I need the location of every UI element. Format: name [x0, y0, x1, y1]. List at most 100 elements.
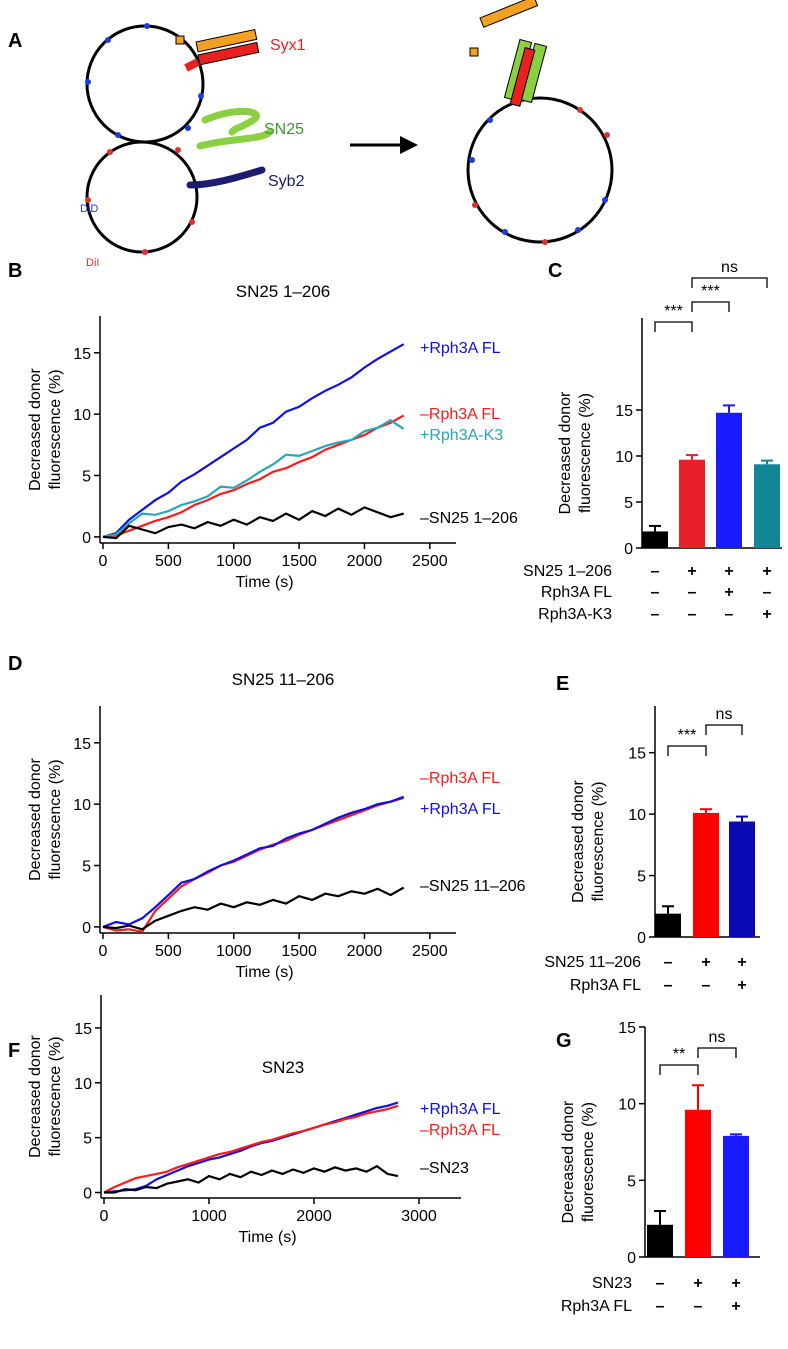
series-label: +Rph3A FL [420, 340, 501, 357]
panel-label: D [8, 653, 22, 675]
bar [647, 1224, 673, 1257]
condition-mark: + [724, 584, 733, 601]
y-tick-label: 5 [637, 869, 646, 886]
bar [679, 459, 705, 548]
bar [655, 913, 681, 937]
condition-mark: + [762, 563, 771, 580]
series-line [102, 419, 405, 538]
bar [716, 412, 742, 548]
x-tick-label: 1000 [216, 943, 252, 960]
significance-bracket [705, 724, 743, 735]
x-tick-label: 2000 [347, 553, 383, 570]
x-tick-label: 2000 [347, 943, 383, 960]
diagram: A Syx1 SN25 Syb2 DiD DiI [8, 0, 614, 269]
condition-mark: – [651, 584, 660, 601]
series-line [102, 795, 405, 928]
significance-label: ns [709, 1029, 726, 1046]
panel-label: B [8, 260, 22, 282]
y-axis-label: Decreased donor [570, 779, 587, 902]
y-tick-label: 0 [637, 930, 646, 947]
y-tick-label: 5 [82, 469, 91, 486]
y-axis-label: Decreased donor [27, 1034, 44, 1157]
significance-bracket [659, 1064, 699, 1075]
condition-mark: – [651, 606, 660, 623]
y-tick-label: 10 [73, 797, 91, 814]
y-tick-label: 15 [74, 1021, 92, 1038]
arrowhead [400, 136, 418, 154]
series-line [103, 1104, 399, 1194]
series-label: –Rph3A FL [420, 770, 500, 787]
significance-bracket [691, 301, 730, 312]
panel-label: F [8, 1040, 20, 1062]
significance-label: *** [678, 727, 697, 744]
condition-mark: – [688, 584, 697, 601]
x-axis-label: Time (s) [235, 964, 293, 981]
chart-title: SN23 [262, 1058, 305, 1077]
y-tick-label: 5 [83, 1131, 92, 1148]
condition-mark: + [693, 1275, 702, 1292]
x-axis-label: Time (s) [235, 574, 293, 591]
y-tick-label: 15 [73, 346, 91, 363]
condition-mark: – [651, 563, 660, 580]
syx1-n [469, 47, 479, 57]
condition-mark: – [763, 584, 772, 601]
x-tick-label: 500 [155, 943, 182, 960]
condition-mark: + [701, 954, 710, 971]
condition-mark: + [687, 563, 696, 580]
significance-label: ** [673, 1046, 685, 1063]
label-sn25: SN25 [264, 121, 304, 138]
x-tick-label: 500 [155, 553, 182, 570]
y-tick-label: 15 [628, 746, 646, 763]
y-axis-label: fluorescence (%) [580, 1102, 597, 1222]
condition-name: Rph3A FL [561, 1298, 632, 1315]
condition-mark: – [664, 954, 673, 971]
series-label: +Rph3A-K3 [420, 427, 503, 444]
fused-vesicle [466, 96, 614, 244]
condition-mark: + [762, 606, 771, 623]
syx1-habc [195, 28, 258, 53]
y-axis-label: fluorescence (%) [47, 1036, 64, 1156]
y-axis-label: fluorescence (%) [577, 393, 594, 513]
condition-mark: + [724, 563, 733, 580]
series-label: –Rph3A FL [420, 406, 500, 423]
label-did: DiD [80, 203, 98, 215]
series-label: +Rph3A FL [420, 801, 501, 818]
chart-title: SN25 1–206 [236, 282, 331, 301]
bar [642, 531, 668, 548]
y-axis-label: Decreased donor [560, 1100, 577, 1223]
y-tick-label: 10 [618, 1097, 636, 1114]
x-axis-label: Time (s) [238, 1229, 296, 1246]
x-tick-label: 1500 [281, 553, 317, 570]
did-dots [85, 23, 608, 235]
condition-mark: – [688, 606, 697, 623]
y-tick-label: 15 [615, 403, 633, 420]
x-tick-label: 2000 [296, 1208, 332, 1225]
series-label: –Rph3A FL [420, 1122, 500, 1139]
y-tick-label: 0 [83, 1186, 92, 1203]
y-axis-label: fluorescence (%) [47, 369, 64, 489]
syx1-helix [197, 41, 260, 66]
series-line [102, 506, 404, 540]
y-tick-label: 15 [618, 1020, 636, 1037]
vesicle [85, 24, 205, 144]
series-label: –SN25 1–206 [420, 510, 518, 527]
syx1-habc [479, 0, 539, 28]
condition-name: Rph3A-K3 [538, 606, 612, 623]
label-dii: DiI [86, 257, 99, 269]
condition-mark: – [656, 1298, 665, 1315]
bar [693, 812, 719, 937]
condition-mark: – [702, 977, 711, 994]
y-axis-label: Decreased donor [27, 367, 44, 490]
series-label: –SN23 [420, 1160, 469, 1177]
condition-name: Rph3A FL [541, 584, 612, 601]
x-tick-label: 0 [99, 943, 108, 960]
condition-name: SN23 [592, 1275, 632, 1292]
x-tick-label: 0 [99, 553, 108, 570]
dii-dots [85, 97, 610, 255]
bar [723, 1135, 749, 1257]
condition-mark: + [731, 1298, 740, 1315]
condition-mark: + [737, 954, 746, 971]
x-tick-label: 1500 [281, 943, 317, 960]
